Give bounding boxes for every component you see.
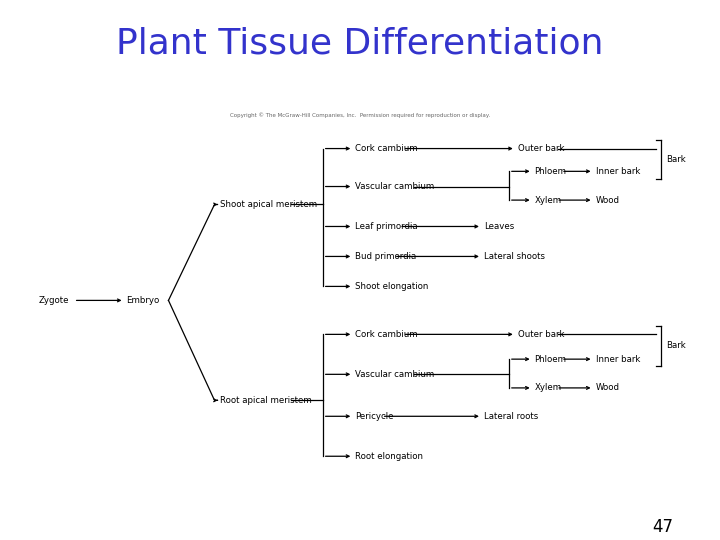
- Text: Cork cambium: Cork cambium: [355, 144, 418, 153]
- Text: Xylem: Xylem: [535, 383, 562, 393]
- Text: Xylem: Xylem: [535, 195, 562, 205]
- Text: Wood: Wood: [595, 195, 619, 205]
- Text: Lateral shoots: Lateral shoots: [484, 252, 545, 261]
- Text: Vascular cambium: Vascular cambium: [355, 182, 434, 191]
- Text: Plant Tissue Differentiation: Plant Tissue Differentiation: [116, 27, 604, 60]
- Text: Inner bark: Inner bark: [595, 355, 640, 363]
- Text: Phloem: Phloem: [535, 355, 567, 363]
- Text: Shoot elongation: Shoot elongation: [355, 282, 428, 291]
- Text: Outer bark: Outer bark: [518, 330, 564, 339]
- Text: Lateral roots: Lateral roots: [484, 412, 538, 421]
- Text: Embryo: Embryo: [127, 296, 160, 305]
- Text: Bark: Bark: [666, 341, 685, 350]
- Text: Zygote: Zygote: [39, 296, 69, 305]
- Text: Wood: Wood: [595, 383, 619, 393]
- Text: Outer bark: Outer bark: [518, 144, 564, 153]
- Text: Copyright © The McGraw-Hill Companies, Inc.  Permission required for reproductio: Copyright © The McGraw-Hill Companies, I…: [230, 112, 490, 118]
- Text: Pericycle: Pericycle: [355, 412, 394, 421]
- Text: Root elongation: Root elongation: [355, 452, 423, 461]
- Text: Shoot apical meristem: Shoot apical meristem: [220, 200, 317, 209]
- Text: Bark: Bark: [666, 154, 685, 164]
- Text: 47: 47: [652, 517, 673, 536]
- Text: Vascular cambium: Vascular cambium: [355, 370, 434, 379]
- Text: Bud primordia: Bud primordia: [355, 252, 416, 261]
- Text: Cork cambium: Cork cambium: [355, 330, 418, 339]
- Text: Leaf primordia: Leaf primordia: [355, 222, 418, 231]
- Text: Leaves: Leaves: [484, 222, 514, 231]
- Text: Root apical meristem: Root apical meristem: [220, 396, 312, 405]
- Text: Phloem: Phloem: [535, 167, 567, 176]
- Text: Inner bark: Inner bark: [595, 167, 640, 176]
